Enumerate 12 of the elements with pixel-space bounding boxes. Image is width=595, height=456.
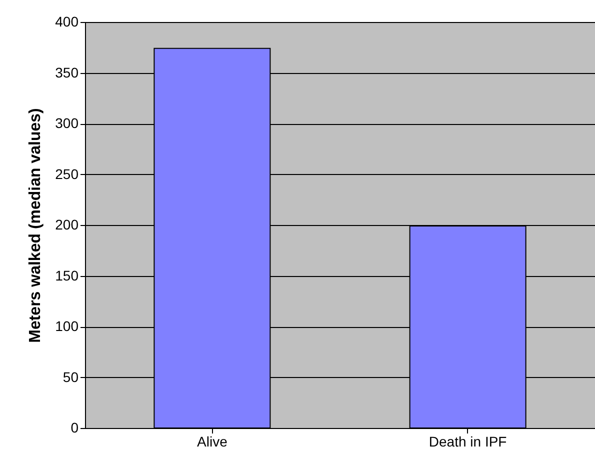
y-tick-label: 50: [62, 368, 79, 385]
y-axis-title: Meters walked (median values): [27, 108, 44, 343]
y-tick-label: 400: [55, 14, 79, 30]
y-tick-label: 100: [55, 318, 79, 334]
y-tick-label: 200: [55, 216, 79, 232]
x-tick-label: Alive: [197, 434, 228, 450]
y-tick-label: 0: [70, 420, 79, 436]
y-tick-label: 350: [55, 64, 79, 80]
y-tick-label: 150: [55, 267, 79, 284]
y-tick-label: 300: [55, 115, 79, 131]
y-tick-label: 250: [55, 166, 79, 182]
x-tick-label: Death in IPF: [428, 434, 507, 450]
